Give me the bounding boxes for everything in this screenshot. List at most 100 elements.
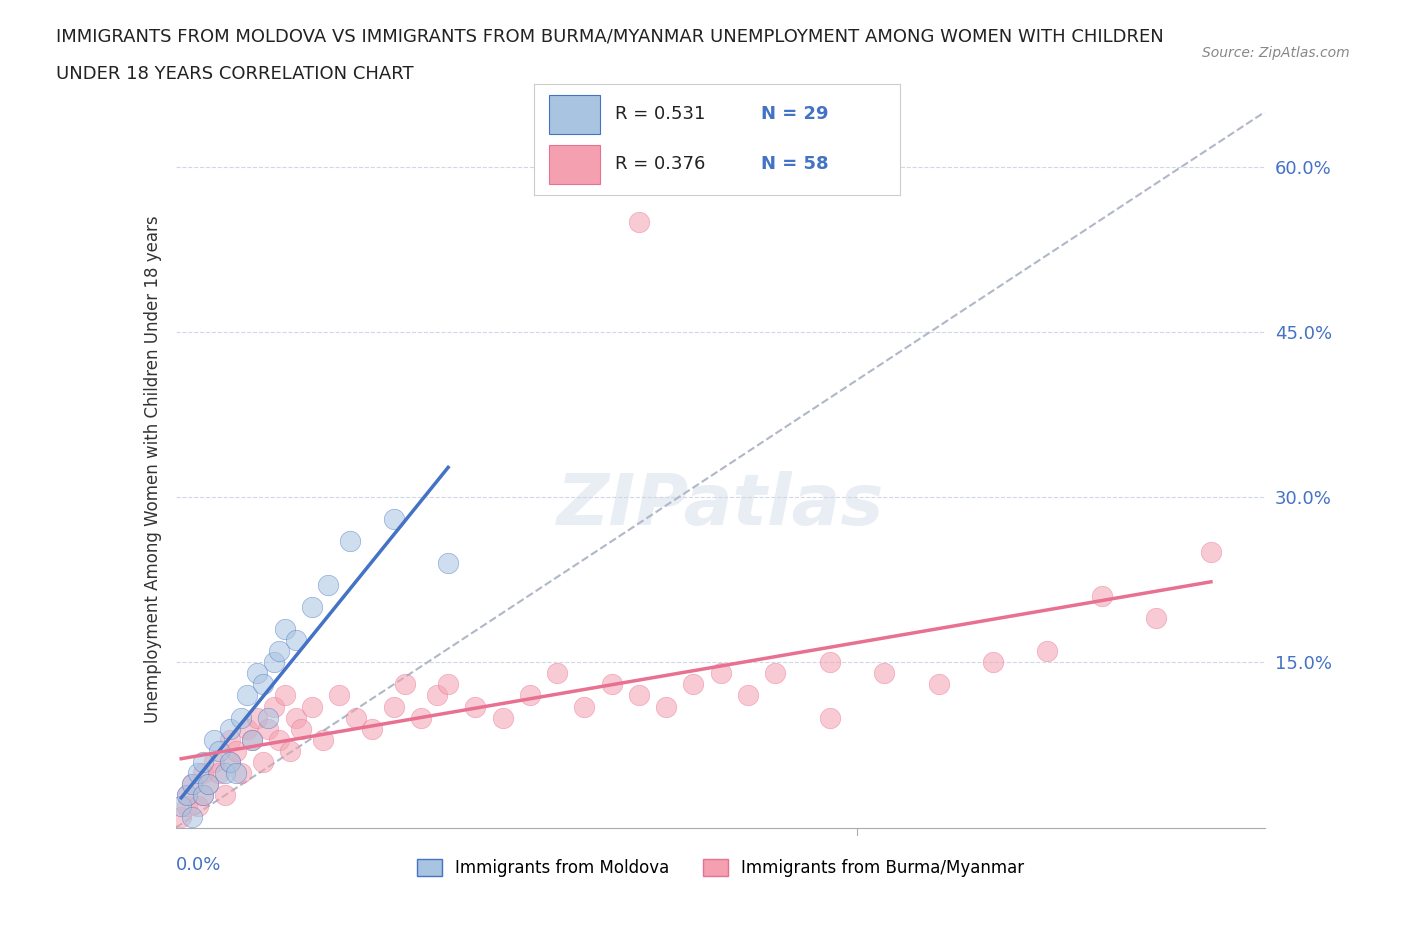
Point [235,721,257,736]
Point [278,743,301,758]
Point [219,732,242,747]
Point [231,765,253,780]
Text: N = 29: N = 29 [761,105,828,123]
Point [219,754,242,769]
Point [437,556,460,571]
Point [409,711,432,725]
Point [263,699,285,714]
Point [344,711,367,725]
Text: UNDER 18 YEARS CORRELATION CHART: UNDER 18 YEARS CORRELATION CHART [56,65,413,83]
Point [225,743,247,758]
Point [176,787,198,802]
Point [197,777,219,791]
Point [176,798,198,813]
Point [263,655,285,670]
Point [382,699,405,714]
Point [318,578,340,592]
Point [257,711,280,725]
Text: N = 58: N = 58 [761,155,828,173]
Point [1091,589,1114,604]
Point [191,765,214,780]
Point [191,787,214,802]
Point [360,721,382,736]
Point [231,711,253,725]
Point [492,711,515,725]
Point [225,765,247,780]
Point [301,600,323,615]
Point [873,666,896,681]
Point [246,711,269,725]
Point [274,622,297,637]
Point [181,809,204,824]
Text: IMMIGRANTS FROM MOLDOVA VS IMMIGRANTS FROM BURMA/MYANMAR UNEMPLOYMENT AMONG WOME: IMMIGRANTS FROM MOLDOVA VS IMMIGRANTS FR… [56,28,1164,46]
Point [186,798,209,813]
Point [1144,611,1167,626]
Point [191,787,214,802]
Point [252,677,274,692]
Point [240,732,263,747]
Y-axis label: Unemployment Among Women with Children Under 18 years: Unemployment Among Women with Children U… [143,216,162,724]
Point [176,787,198,802]
Point [655,699,678,714]
Text: Source: ZipAtlas.com: Source: ZipAtlas.com [1202,46,1350,60]
Point [328,688,350,703]
Point [818,711,841,725]
Point [818,655,841,670]
Point [682,677,704,692]
Point [191,754,214,769]
Point [394,677,416,692]
Point [981,655,1004,670]
Point [186,765,209,780]
Point [219,754,242,769]
Point [235,688,257,703]
Point [252,754,274,769]
Point [197,777,219,791]
Point [737,688,759,703]
Point [763,666,786,681]
Legend: Immigrants from Moldova, Immigrants from Burma/Myanmar: Immigrants from Moldova, Immigrants from… [411,852,1031,883]
Point [574,699,596,714]
Point [208,743,231,758]
Point [928,677,950,692]
Point [202,754,225,769]
Point [240,732,263,747]
Bar [548,95,600,134]
Point [519,688,541,703]
Point [284,711,307,725]
Point [710,666,733,681]
Text: 0.0%: 0.0% [176,857,221,874]
Text: R = 0.376: R = 0.376 [614,155,704,173]
Point [269,732,291,747]
Point [257,721,280,736]
Point [627,214,650,229]
Point [382,512,405,526]
Text: R = 0.531: R = 0.531 [614,105,704,123]
Point [181,777,204,791]
Point [1199,545,1222,560]
Text: ZIPatlas: ZIPatlas [557,471,884,540]
Point [1036,644,1059,658]
Point [627,688,650,703]
Point [437,677,460,692]
Point [284,633,307,648]
Point [546,666,568,681]
Point [426,688,449,703]
Point [464,699,486,714]
Point [312,732,335,747]
Point [269,644,291,658]
Point [600,677,623,692]
Point [181,777,204,791]
Point [301,699,323,714]
Point [208,765,231,780]
Point [274,688,297,703]
Point [219,721,242,736]
Bar [548,145,600,184]
Point [202,732,225,747]
Point [214,765,236,780]
Point [170,798,193,813]
Point [246,666,269,681]
Point [214,787,236,802]
Point [290,721,312,736]
Point [339,534,361,549]
Point [170,809,193,824]
